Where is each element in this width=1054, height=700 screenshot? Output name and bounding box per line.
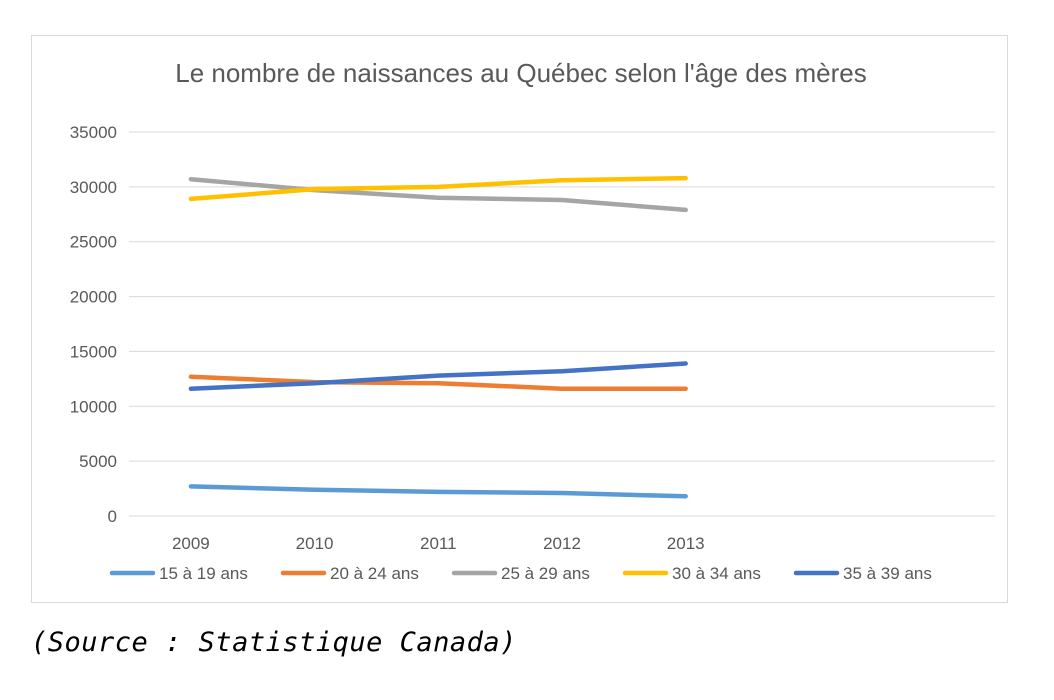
legend-label: 25 à 29 ans — [501, 564, 590, 583]
x-tick-label: 2012 — [543, 534, 581, 553]
legend-label: 35 à 39 ans — [843, 564, 932, 583]
gridlines — [129, 131, 995, 517]
y-tick-label: 5000 — [79, 452, 117, 471]
x-tick-label: 2013 — [667, 534, 705, 553]
source-note: (Source : Statistique Canada) — [31, 627, 517, 658]
y-tick-label: 20000 — [70, 288, 117, 307]
legend-item: 30 à 34 ans — [622, 564, 761, 583]
legend-item: 20 à 24 ans — [280, 564, 419, 583]
x-axis-ticks: 2009 2010 2011 2012 2013 — [172, 534, 705, 553]
series-line-4 — [188, 175, 688, 202]
legend-label: 15 à 19 ans — [159, 564, 248, 583]
legend-item: 15 à 19 ans — [109, 564, 248, 583]
y-tick-label: 10000 — [70, 397, 117, 416]
legend: 15 à 19 ans 20 à 24 ans 25 à 29 ans 30 à 34… — [109, 564, 932, 583]
series-line-3 — [188, 176, 688, 213]
y-tick-label: 25000 — [70, 233, 117, 252]
x-tick-label: 2009 — [172, 534, 210, 553]
y-tick-label: 30000 — [70, 178, 117, 197]
legend-item: 25 à 29 ans — [451, 564, 590, 583]
series-lines — [188, 175, 688, 499]
y-axis-ticks: 0 5000 10000 15000 20000 25000 30000 35000 — [70, 123, 117, 526]
chart-title: Le nombre de naissances au Québec selon … — [175, 58, 867, 88]
legend-label: 30 à 34 ans — [672, 564, 761, 583]
y-tick-label: 35000 — [70, 123, 117, 142]
chart-area: Le nombre de naissances au Québec selon … — [31, 35, 1008, 603]
legend-label: 20 à 24 ans — [330, 564, 419, 583]
x-tick-label: 2010 — [296, 534, 334, 553]
legend-item: 35 à 39 ans — [793, 564, 932, 583]
y-tick-label: 0 — [108, 507, 117, 526]
series-line-2 — [188, 374, 688, 391]
series-line-1 — [188, 484, 688, 499]
y-tick-label: 15000 — [70, 342, 117, 361]
x-tick-label: 2011 — [420, 534, 457, 553]
line-chart: Le nombre de naissances au Québec selon … — [70, 58, 995, 583]
series-line-5 — [188, 361, 688, 391]
